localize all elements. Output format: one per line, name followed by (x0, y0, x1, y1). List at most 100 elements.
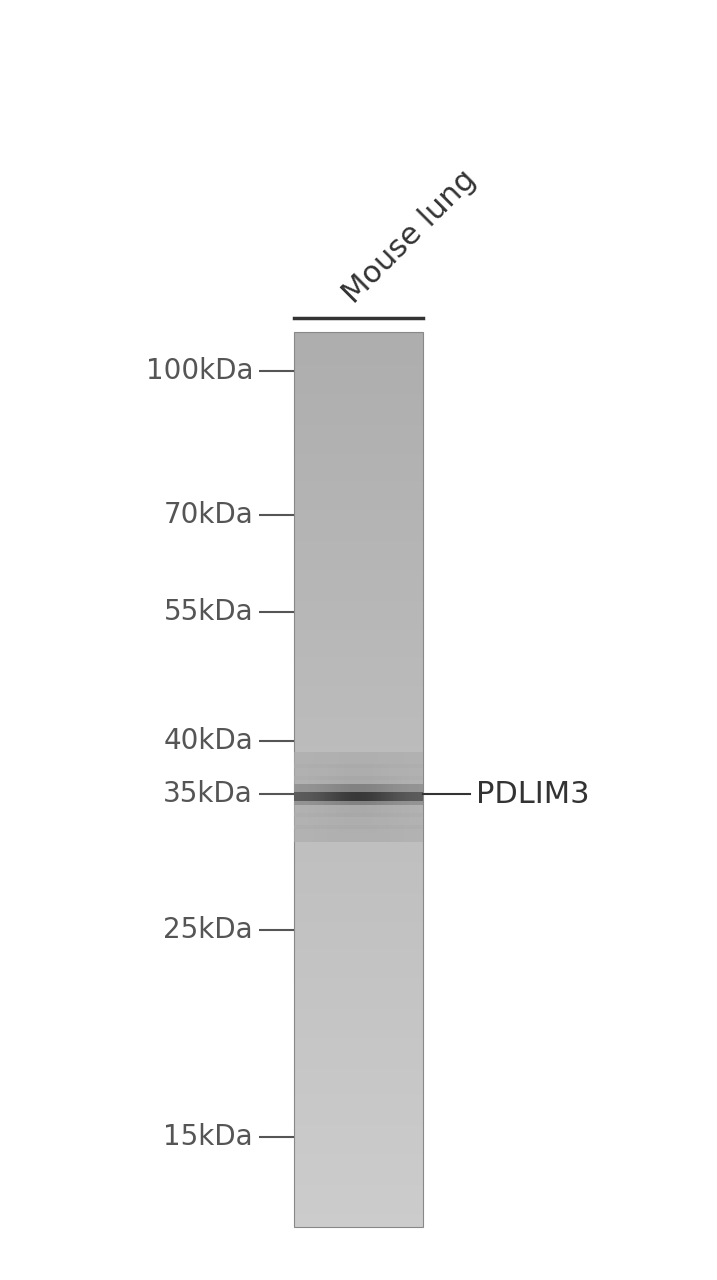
Bar (294, 598, 423, 600)
Bar (294, 547, 423, 550)
Bar (294, 988, 423, 991)
Bar (294, 430, 423, 434)
Bar (294, 950, 423, 952)
Bar (294, 869, 423, 872)
Bar (294, 934, 423, 937)
Bar (294, 1012, 423, 1015)
Bar (294, 856, 423, 860)
Bar (294, 392, 423, 394)
Bar (294, 860, 423, 863)
Bar (294, 764, 423, 768)
Bar (294, 1027, 423, 1030)
Bar (294, 591, 423, 595)
Bar (294, 562, 423, 564)
Bar (294, 1170, 423, 1172)
Bar (294, 403, 423, 407)
Bar (294, 461, 423, 463)
Bar (294, 851, 423, 854)
Bar (294, 919, 423, 923)
Text: 55kDa: 55kDa (163, 598, 253, 626)
Bar (294, 782, 423, 786)
Bar (294, 728, 423, 732)
Bar (294, 818, 423, 822)
Bar (294, 639, 423, 643)
Bar (294, 466, 423, 470)
Bar (294, 497, 423, 499)
Bar (294, 344, 423, 347)
Bar (294, 845, 423, 847)
Bar (294, 1116, 423, 1119)
Bar (294, 701, 423, 705)
Bar (294, 1176, 423, 1179)
Bar (294, 908, 423, 910)
Bar (294, 881, 423, 883)
Bar (294, 342, 423, 344)
Bar (294, 1119, 423, 1123)
Bar (294, 1212, 423, 1215)
Bar (294, 753, 423, 755)
Bar (294, 488, 423, 490)
Bar (294, 604, 423, 607)
Bar (294, 595, 423, 598)
Bar (294, 600, 423, 604)
Bar (294, 383, 423, 385)
Bar (294, 1217, 423, 1221)
Bar (294, 416, 423, 419)
Bar (294, 687, 423, 690)
Bar (294, 634, 423, 636)
Bar (294, 773, 423, 777)
Bar (294, 428, 423, 430)
Bar (294, 335, 423, 338)
Text: 70kDa: 70kDa (163, 500, 253, 529)
Bar (294, 865, 423, 869)
Bar (294, 378, 423, 380)
Bar (294, 923, 423, 925)
Bar (294, 901, 423, 905)
Bar (294, 1074, 423, 1078)
Bar (294, 822, 423, 824)
Bar (294, 732, 423, 735)
Bar (294, 941, 423, 943)
Bar (294, 508, 423, 511)
Bar (294, 786, 423, 788)
Bar (294, 1128, 423, 1132)
Bar (294, 333, 423, 335)
Bar (294, 991, 423, 995)
Bar (294, 678, 423, 681)
Bar (294, 838, 423, 842)
Bar (294, 434, 423, 436)
Bar (294, 436, 423, 439)
Bar (294, 795, 423, 797)
Bar (294, 961, 423, 964)
Bar (294, 568, 423, 571)
Bar (294, 1221, 423, 1224)
Bar (294, 1009, 423, 1012)
Bar (294, 768, 423, 771)
Bar (294, 827, 423, 831)
Bar (294, 982, 423, 986)
Bar (294, 675, 423, 678)
Bar (294, 439, 423, 443)
Bar (294, 1107, 423, 1110)
Bar (294, 925, 423, 928)
Bar (294, 410, 423, 412)
Bar (294, 479, 423, 481)
Bar (294, 401, 423, 403)
Bar (294, 472, 423, 475)
Bar (294, 717, 423, 719)
Text: Mouse lung: Mouse lung (338, 165, 483, 308)
Bar (294, 970, 423, 973)
Bar (294, 699, 423, 701)
Bar (294, 452, 423, 454)
Bar (294, 863, 423, 865)
Bar (294, 333, 423, 1226)
Bar (294, 899, 423, 901)
Bar (294, 630, 423, 634)
Text: 100kDa: 100kDa (146, 357, 253, 385)
Bar (294, 380, 423, 383)
Bar (294, 666, 423, 669)
Bar (294, 1101, 423, 1105)
Bar (294, 1087, 423, 1089)
Bar (294, 398, 423, 401)
Bar (294, 780, 423, 782)
